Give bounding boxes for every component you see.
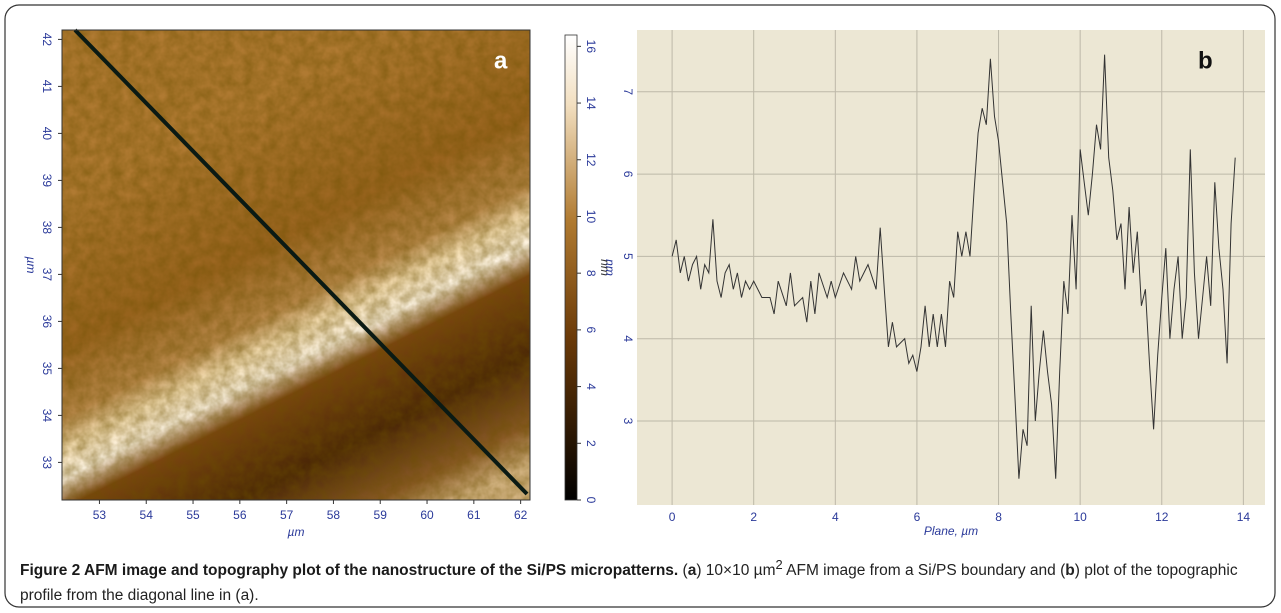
- y-tick-label: 40: [40, 127, 54, 141]
- colorbar: [564, 34, 578, 501]
- y-tick-label: 41: [40, 80, 54, 94]
- x-tick-label: 60: [420, 508, 434, 522]
- y-tick-label: 6: [621, 171, 635, 178]
- caption-text: ) plot of the topographic profile from t…: [20, 562, 1238, 605]
- panel-a: 53 54 55 56 57 58 59 60 61 6233343536373839404142…: [24, 28, 612, 539]
- y-tick-label: 39: [40, 174, 54, 188]
- colorbar-tick-label: 2: [584, 440, 598, 447]
- y-tick-label: 4: [621, 335, 635, 342]
- y-tick-label: 3: [621, 418, 635, 425]
- y-tick-label: 36: [40, 315, 54, 329]
- caption-text: AFM image from a Si/PS boundary and (: [782, 562, 1066, 580]
- colorbar-tick-label: 0: [584, 497, 598, 504]
- x-tick-label: 0: [669, 510, 676, 524]
- caption-text: a: [687, 562, 697, 580]
- x-tick-label: 53: [93, 508, 107, 522]
- colorbar-tick-label: 16: [584, 40, 598, 54]
- colorbar-tick-label: 10: [584, 210, 598, 224]
- x-tick-label: 57: [280, 508, 294, 522]
- panel-b: 0 2 4 6 8 10 12 14 3 4 5 6 7 Plane, µm nm b: [603, 30, 1265, 538]
- colorbar-tick-label: 8: [584, 270, 598, 277]
- x-tick-label: 61: [467, 508, 481, 522]
- y-tick-label: 33: [40, 456, 54, 470]
- x-axis-label: Plane, µm: [924, 524, 978, 538]
- x-tick-label: 58: [327, 508, 341, 522]
- x-tick-label: 56: [233, 508, 247, 522]
- colorbar-tick-label: 12: [584, 153, 598, 167]
- y-tick-label: 37: [40, 268, 54, 282]
- x-tick-label: 62: [514, 508, 528, 522]
- figure-frame: [4, 4, 1276, 608]
- x-tick-label: 8: [995, 510, 1002, 524]
- caption-title: Figure 2 AFM image and topography plot o…: [20, 562, 679, 580]
- afm-texture: [62, 30, 530, 500]
- colorbar-tick-label: 6: [584, 327, 598, 334]
- panel-label: b: [1198, 47, 1213, 74]
- caption: Figure 2 AFM image and topography plot o…: [20, 552, 1260, 608]
- y-tick-label: 42: [40, 33, 54, 47]
- x-tick-label: 14: [1237, 510, 1251, 524]
- x-tick-label: 54: [140, 508, 154, 522]
- x-tick-label: 4: [832, 510, 839, 524]
- y-tick-label: 35: [40, 362, 54, 376]
- colorbar-tick-label: 4: [584, 383, 598, 390]
- plot-area: [637, 30, 1265, 505]
- x-tick-label: 2: [750, 510, 757, 524]
- caption-text: 2: [775, 557, 783, 572]
- x-tick-label: 55: [186, 508, 200, 522]
- y-tick-label: 5: [621, 253, 635, 260]
- x-axis-label: µm: [288, 525, 305, 539]
- x-tick-label: 12: [1155, 510, 1169, 524]
- panel-label: a: [494, 47, 508, 74]
- colorbar-tick-label: 14: [584, 96, 598, 110]
- image-frame: [61, 29, 531, 501]
- profile-line: [671, 54, 1236, 479]
- profile-line: [73, 28, 529, 496]
- y-tick-label: 34: [40, 409, 54, 423]
- y-axis-label: nm: [603, 259, 617, 276]
- y-tick-label: 7: [621, 88, 635, 95]
- colorbar-label: nm: [598, 259, 612, 276]
- y-tick-label: 38: [40, 221, 54, 235]
- caption-text: b: [1065, 562, 1075, 580]
- x-tick-label: 59: [374, 508, 388, 522]
- caption-text: ) 10×10 µm: [696, 562, 776, 580]
- caption-text: (: [682, 562, 688, 580]
- x-tick-label: 10: [1073, 510, 1087, 524]
- x-tick-label: 6: [914, 510, 921, 524]
- y-axis-label: µm: [24, 257, 38, 274]
